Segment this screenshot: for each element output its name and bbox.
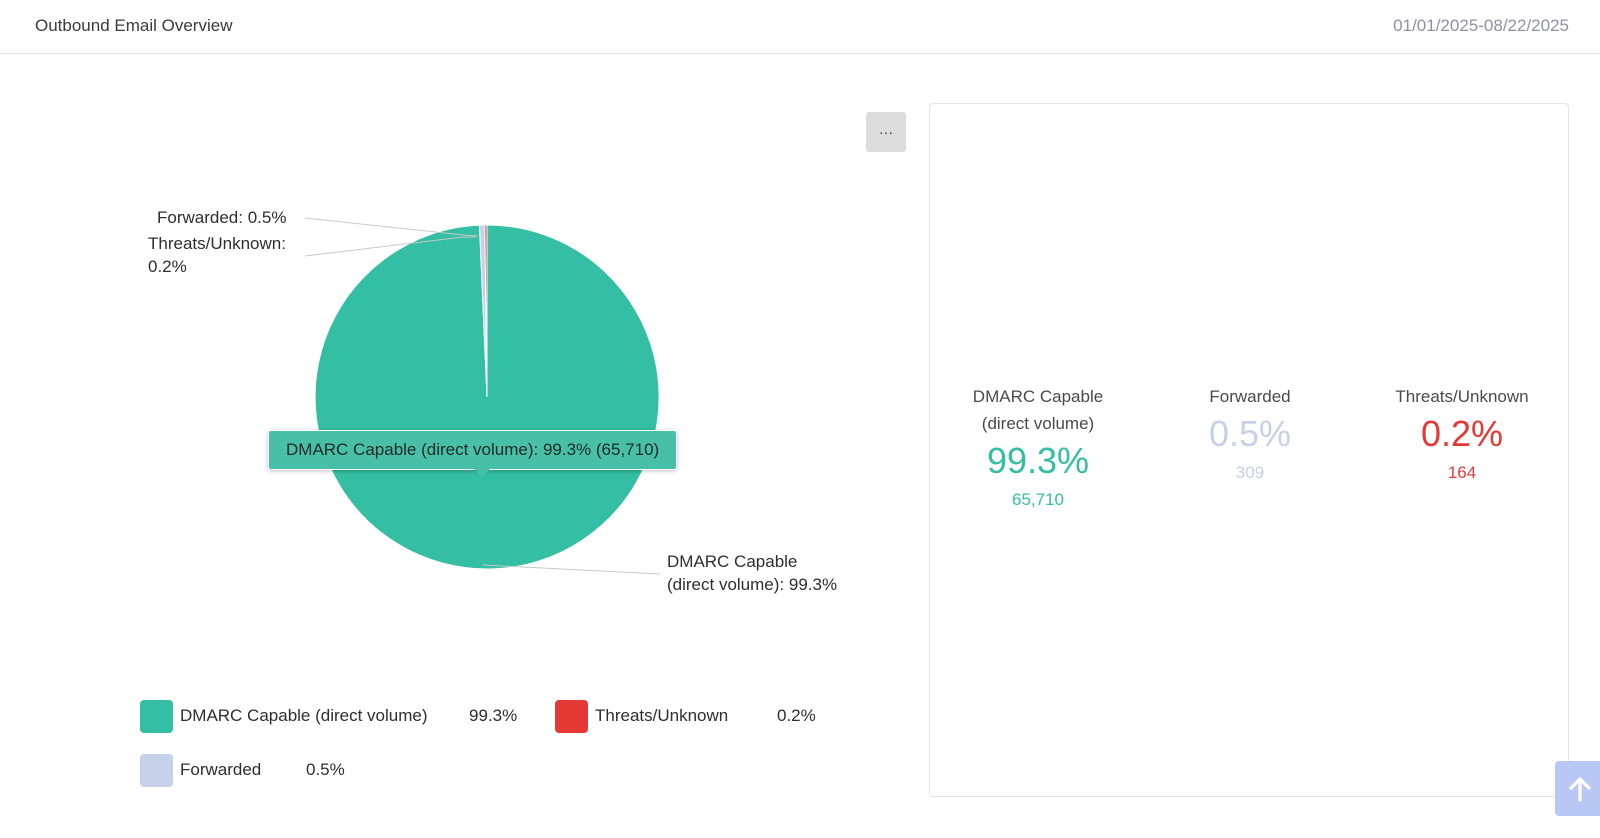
chart-tooltip: DMARC Capable (direct volume): 99.3% (65… [268,430,678,477]
legend-item-threats[interactable]: Threats/Unknown 0.2% [555,699,816,733]
page-header: Outbound Email Overview 01/01/2025-08/22… [0,0,1600,54]
legend-swatch-threats [555,699,588,733]
leader-line-forwarded [304,217,479,237]
scroll-to-top-button[interactable] [1555,761,1600,816]
legend-label: DMARC Capable (direct volume) [180,706,428,725]
chart-options-button[interactable]: ··· [866,112,906,152]
legend-label: Threats/Unknown [595,706,729,725]
legend-swatch-forwarded [140,753,173,787]
legend-label: Forwarded [180,760,262,779]
pie-label-threats-line1: Threats/Unknown: [148,234,286,253]
legend-value: 0.5% [306,760,345,779]
page-title: Outbound Email Overview [35,16,233,35]
pie-label-dmarc-line2: (direct volume): 99.3% [667,575,838,594]
legend-swatch-dmarc [140,699,173,733]
legend-item-forwarded[interactable]: Forwarded 0.5% [140,753,345,787]
legend-value: 0.2% [777,706,816,725]
stat-percent-dmarc: 99.3% [986,440,1090,481]
pie-label-dmarc-line1: DMARC Capable [667,552,798,571]
stat-count-forwarded: 309 [1235,463,1265,482]
stat-percent-threats: 0.2% [1420,413,1504,454]
stat-threats: Threats/Unknown 0.2% 164 [1354,383,1570,484]
stat-label-line2: (direct volume) [981,414,1095,433]
pie-slice-threats[interactable] [484,224,488,398]
stat-dmarc: DMARC Capable (direct volume) 99.3% 65,7… [930,383,1146,511]
leader-line-dmarc [482,564,661,575]
stat-label-dmarc: DMARC Capable (direct volume) [930,383,1146,437]
pie-chart [304,217,661,575]
pie-label-threats: Threats/Unknown: 0.2% [148,232,286,278]
stat-count-dmarc: 65,710 [1012,490,1064,509]
pie-label-forwarded: Forwarded: 0.5% [157,208,287,227]
stat-forwarded: Forwarded 0.5% 309 [1142,383,1358,484]
stat-percent-forwarded: 0.5% [1208,413,1292,454]
pie-label-dmarc: DMARC Capable (direct volume): 99.3% [667,550,837,596]
arrow-up-icon [1569,776,1591,802]
stat-label-forwarded: Forwarded [1209,387,1291,406]
pie-label-threats-line2: 0.2% [148,257,187,276]
date-range[interactable]: 01/01/2025-08/22/2025 [1393,16,1569,35]
legend-item-dmarc[interactable]: DMARC Capable (direct volume) 99.3% [140,699,517,733]
leader-line-threats [304,236,476,257]
stat-label-line1: DMARC Capable [972,387,1104,406]
legend-value: 99.3% [469,706,518,725]
stats-card: DMARC Capable (direct volume) 99.3% 65,7… [929,103,1569,797]
stat-label-threats: Threats/Unknown [1395,387,1529,406]
stat-count-threats: 164 [1447,463,1477,482]
